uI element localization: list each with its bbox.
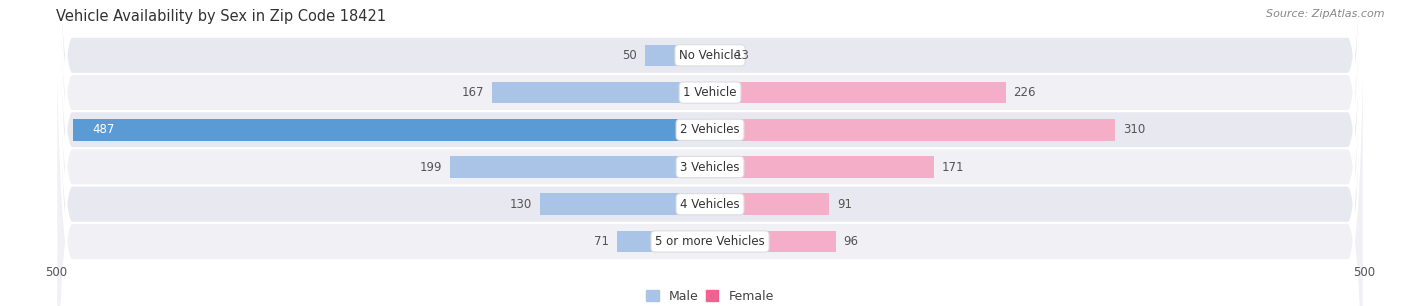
Bar <box>710 231 835 252</box>
Text: 50: 50 <box>621 49 637 62</box>
Bar <box>710 156 934 178</box>
Bar <box>710 82 1005 103</box>
Text: Source: ZipAtlas.com: Source: ZipAtlas.com <box>1267 9 1385 19</box>
Text: 96: 96 <box>844 235 859 248</box>
FancyBboxPatch shape <box>56 0 1364 306</box>
Text: 5 or more Vehicles: 5 or more Vehicles <box>655 235 765 248</box>
Text: No Vehicle: No Vehicle <box>679 49 741 62</box>
Text: 3 Vehicles: 3 Vehicles <box>681 161 740 174</box>
Bar <box>73 119 710 140</box>
Bar <box>540 193 710 215</box>
Legend: Male, Female: Male, Female <box>647 290 773 303</box>
Text: 487: 487 <box>93 123 115 136</box>
Bar <box>710 45 727 66</box>
Bar <box>710 119 1115 140</box>
Bar <box>710 193 830 215</box>
Text: 226: 226 <box>1014 86 1036 99</box>
Text: 167: 167 <box>461 86 484 99</box>
Text: 13: 13 <box>735 49 749 62</box>
Bar <box>492 82 710 103</box>
Text: 71: 71 <box>595 235 609 248</box>
Text: 310: 310 <box>1123 123 1146 136</box>
Text: 91: 91 <box>837 198 852 211</box>
Text: 130: 130 <box>510 198 533 211</box>
Bar <box>617 231 710 252</box>
FancyBboxPatch shape <box>56 0 1364 306</box>
Text: 2 Vehicles: 2 Vehicles <box>681 123 740 136</box>
FancyBboxPatch shape <box>56 0 1364 306</box>
Bar <box>450 156 710 178</box>
Text: 199: 199 <box>419 161 441 174</box>
Text: Vehicle Availability by Sex in Zip Code 18421: Vehicle Availability by Sex in Zip Code … <box>56 9 387 24</box>
FancyBboxPatch shape <box>56 0 1364 306</box>
FancyBboxPatch shape <box>56 0 1364 306</box>
Text: 171: 171 <box>942 161 965 174</box>
Text: 1 Vehicle: 1 Vehicle <box>683 86 737 99</box>
FancyBboxPatch shape <box>56 0 1364 306</box>
Bar <box>644 45 710 66</box>
Text: 4 Vehicles: 4 Vehicles <box>681 198 740 211</box>
